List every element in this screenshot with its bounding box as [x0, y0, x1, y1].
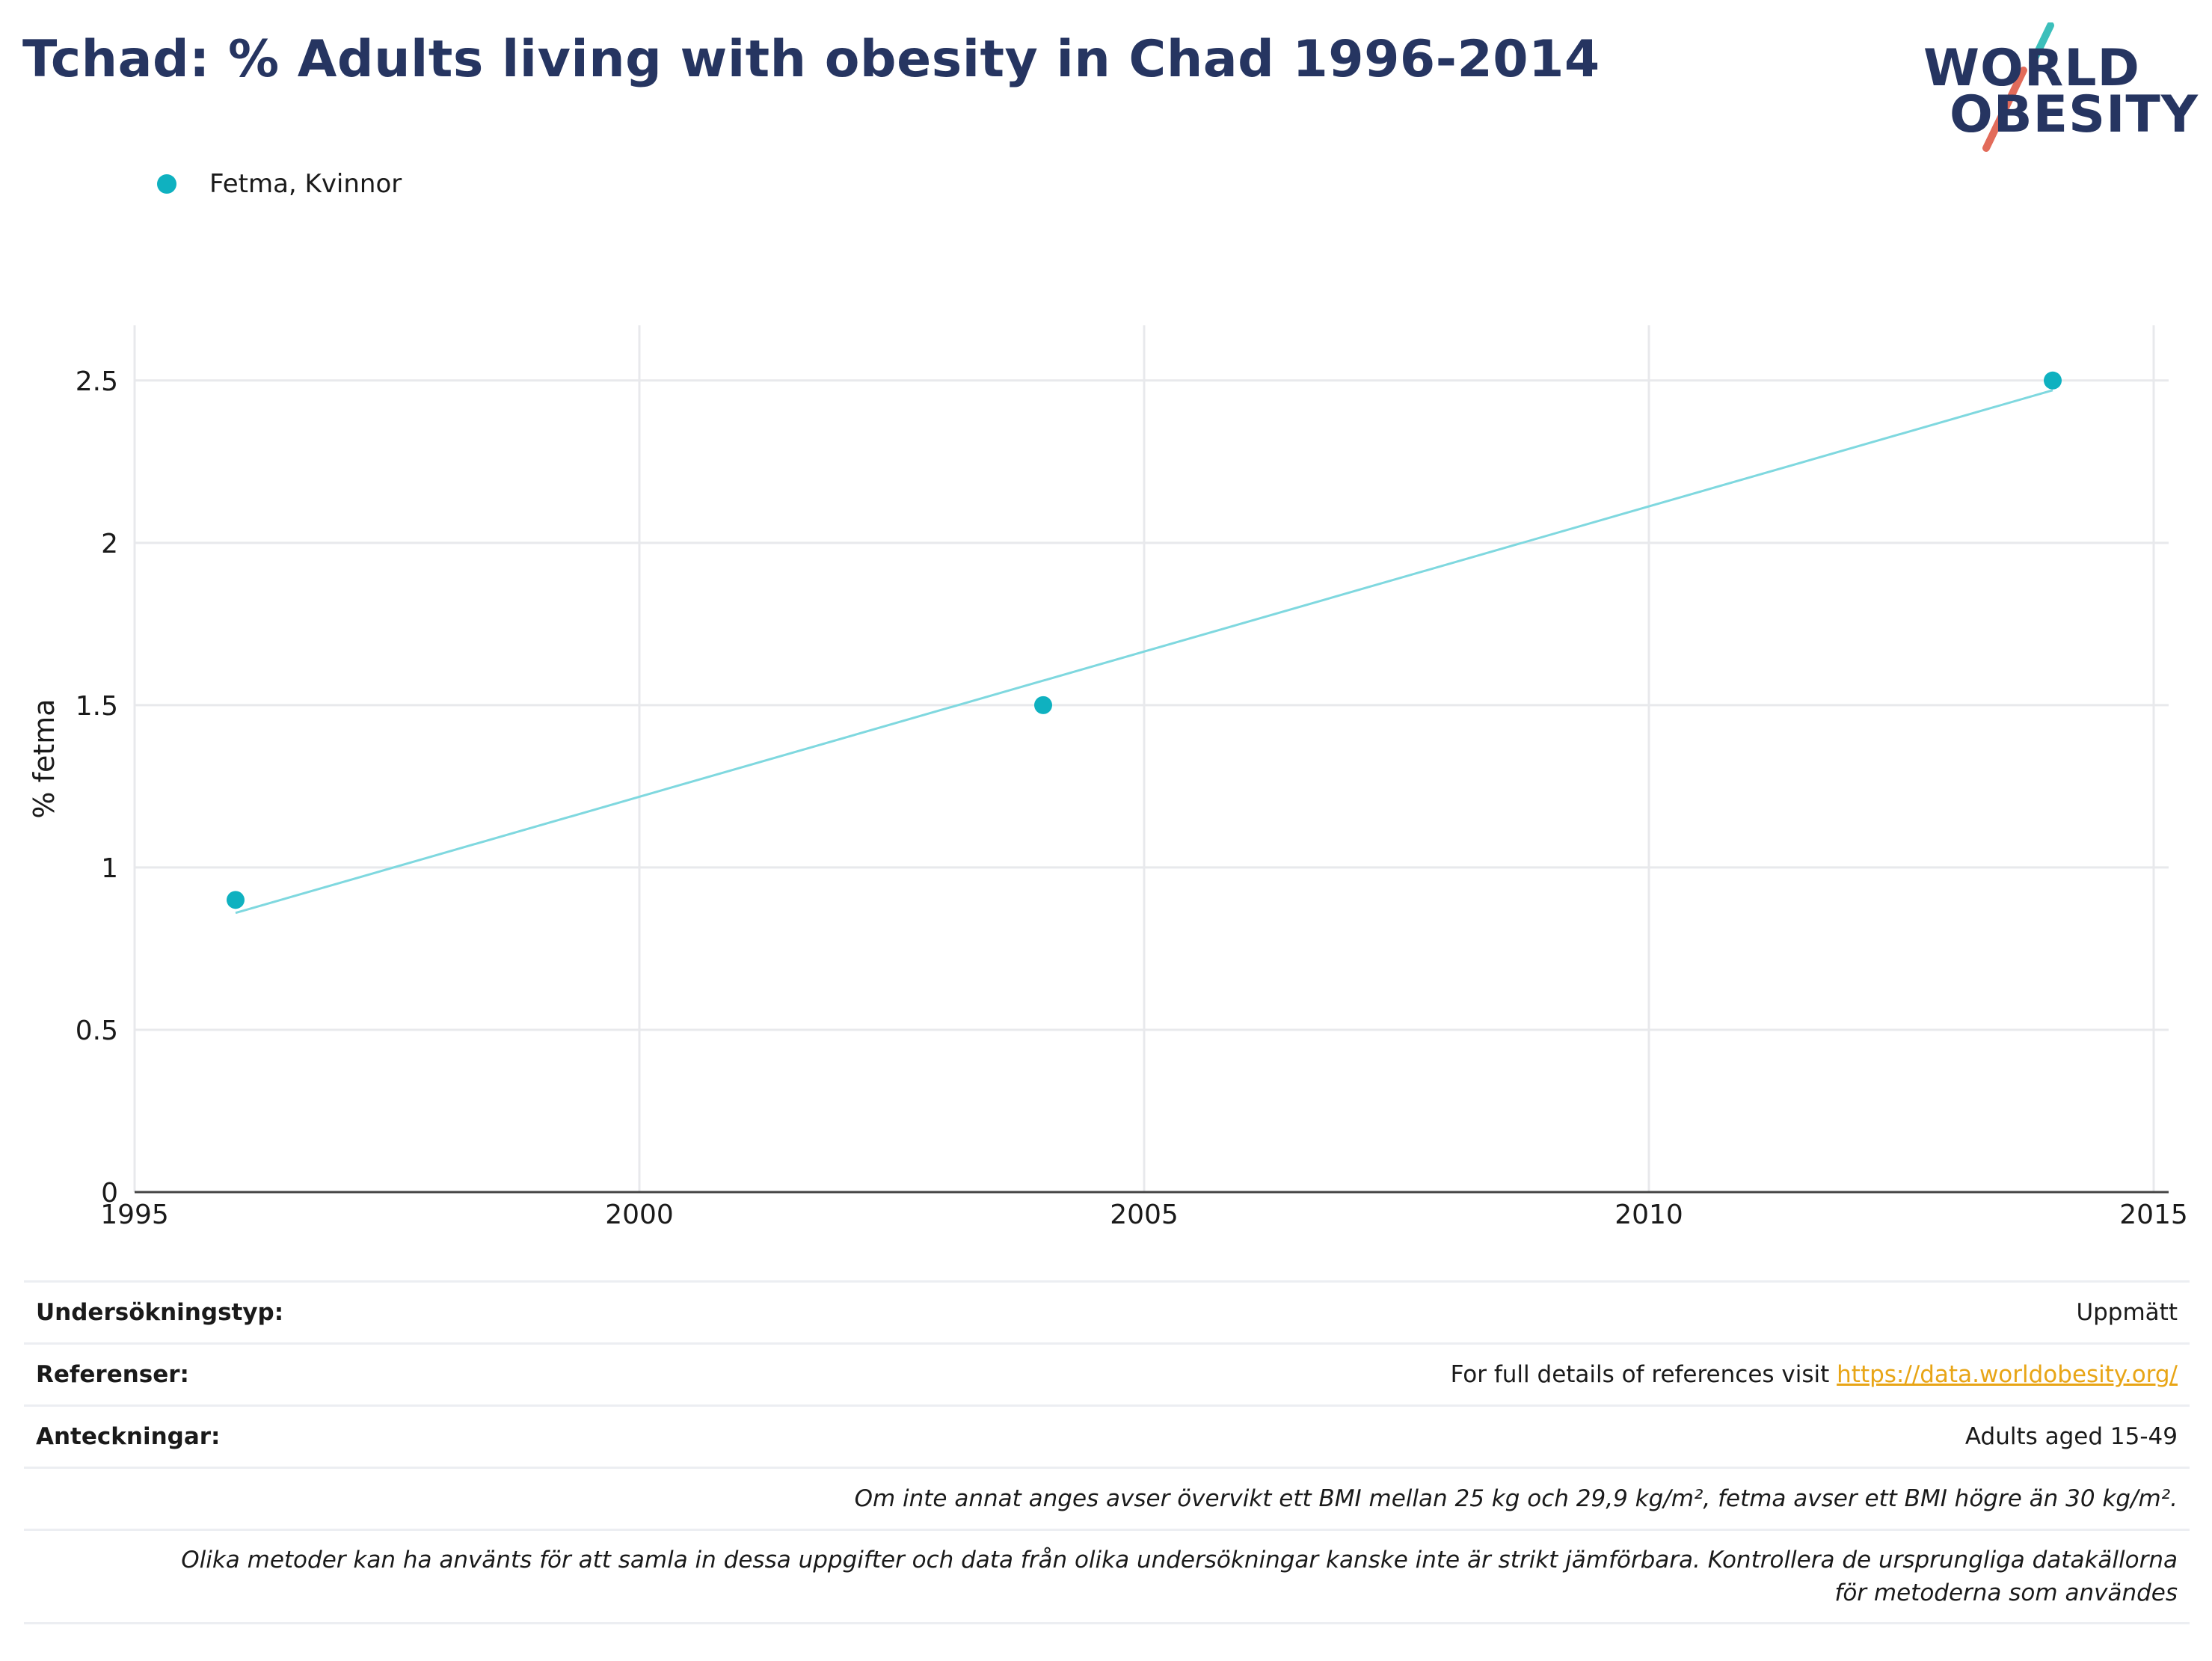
bmi-note-row: Om inte annat anges avser övervikt ett B… — [24, 1467, 2190, 1529]
data-point — [227, 891, 245, 909]
y-tick-label: 1 — [101, 853, 118, 884]
legend-label: Fetma, Kvinnor — [209, 169, 402, 199]
references-value: For full details of references visit htt… — [1451, 1361, 2178, 1388]
x-tick-label: 2005 — [1110, 1200, 1179, 1230]
logo-slash-icon — [1982, 22, 2054, 152]
references-text: For full details of references visit — [1450, 1361, 1837, 1388]
legend-marker — [157, 174, 176, 194]
y-tick-label: 2.5 — [76, 366, 118, 397]
notes-value: Adults aged 15-49 — [1964, 1423, 2178, 1450]
x-axis-ticks: 1995 2000 2005 2010 2015 — [100, 1200, 2188, 1230]
chart-title: Tchad: % Adults living with obesity in C… — [22, 30, 1600, 89]
survey-type-label: Undersökningstyp: — [36, 1299, 284, 1326]
legend[interactable]: Fetma, Kvinnor — [157, 169, 402, 199]
y-axis-ticks: 0 0.5 1 1.5 2 2.5 — [76, 366, 118, 1209]
trendline — [235, 389, 2053, 915]
y-tick-label: 0 — [101, 1178, 118, 1209]
logo-text-world: WORLD — [1923, 39, 2140, 98]
notes-label: Anteckningar: — [36, 1423, 221, 1450]
y-axis-label: % fetma — [28, 699, 61, 818]
bmi-note: Om inte annat anges avser övervikt ett B… — [854, 1485, 2178, 1512]
grid-lines — [133, 325, 2169, 1192]
y-tick-label: 1.5 — [76, 691, 118, 722]
references-row: Referenser: For full details of referenc… — [24, 1342, 2190, 1404]
logo-text-obesity: OBESITY — [1950, 85, 2199, 144]
survey-type-value: Uppmätt — [2076, 1299, 2178, 1326]
notes-row: Anteckningar: Adults aged 15-49 — [24, 1404, 2190, 1467]
data-point — [1034, 696, 1052, 714]
info-table: Undersökningstyp: Uppmätt Referenser: Fo… — [24, 1280, 2190, 1624]
world-obesity-logo: WORLD OBESITY — [1923, 22, 2199, 157]
scatter-chart: 0 0.5 1 1.5 2 2.5 1995 2000 2005 2010 2015 % fetm… — [28, 325, 2188, 1230]
trendline-segment — [235, 389, 2053, 915]
methods-note-row: Olika metoder kan ha använts för att sam… — [24, 1529, 2190, 1624]
survey-type-row: Undersökningstyp: Uppmätt — [24, 1280, 2190, 1342]
y-tick-label: 2 — [101, 529, 118, 559]
references-label: Referenser: — [36, 1361, 189, 1388]
x-tick-label: 2010 — [1615, 1200, 1683, 1230]
references-link[interactable]: https://data.worldobesity.org/ — [1837, 1361, 2178, 1388]
x-tick-label: 1995 — [100, 1200, 169, 1230]
methods-note: Olika metoder kan ha använts för att sam… — [181, 1547, 2178, 1606]
data-point — [2044, 371, 2062, 390]
data-points — [227, 371, 2062, 909]
x-tick-label: 2015 — [2119, 1200, 2188, 1230]
y-tick-label: 0.5 — [76, 1016, 118, 1046]
x-tick-label: 2000 — [605, 1200, 674, 1230]
